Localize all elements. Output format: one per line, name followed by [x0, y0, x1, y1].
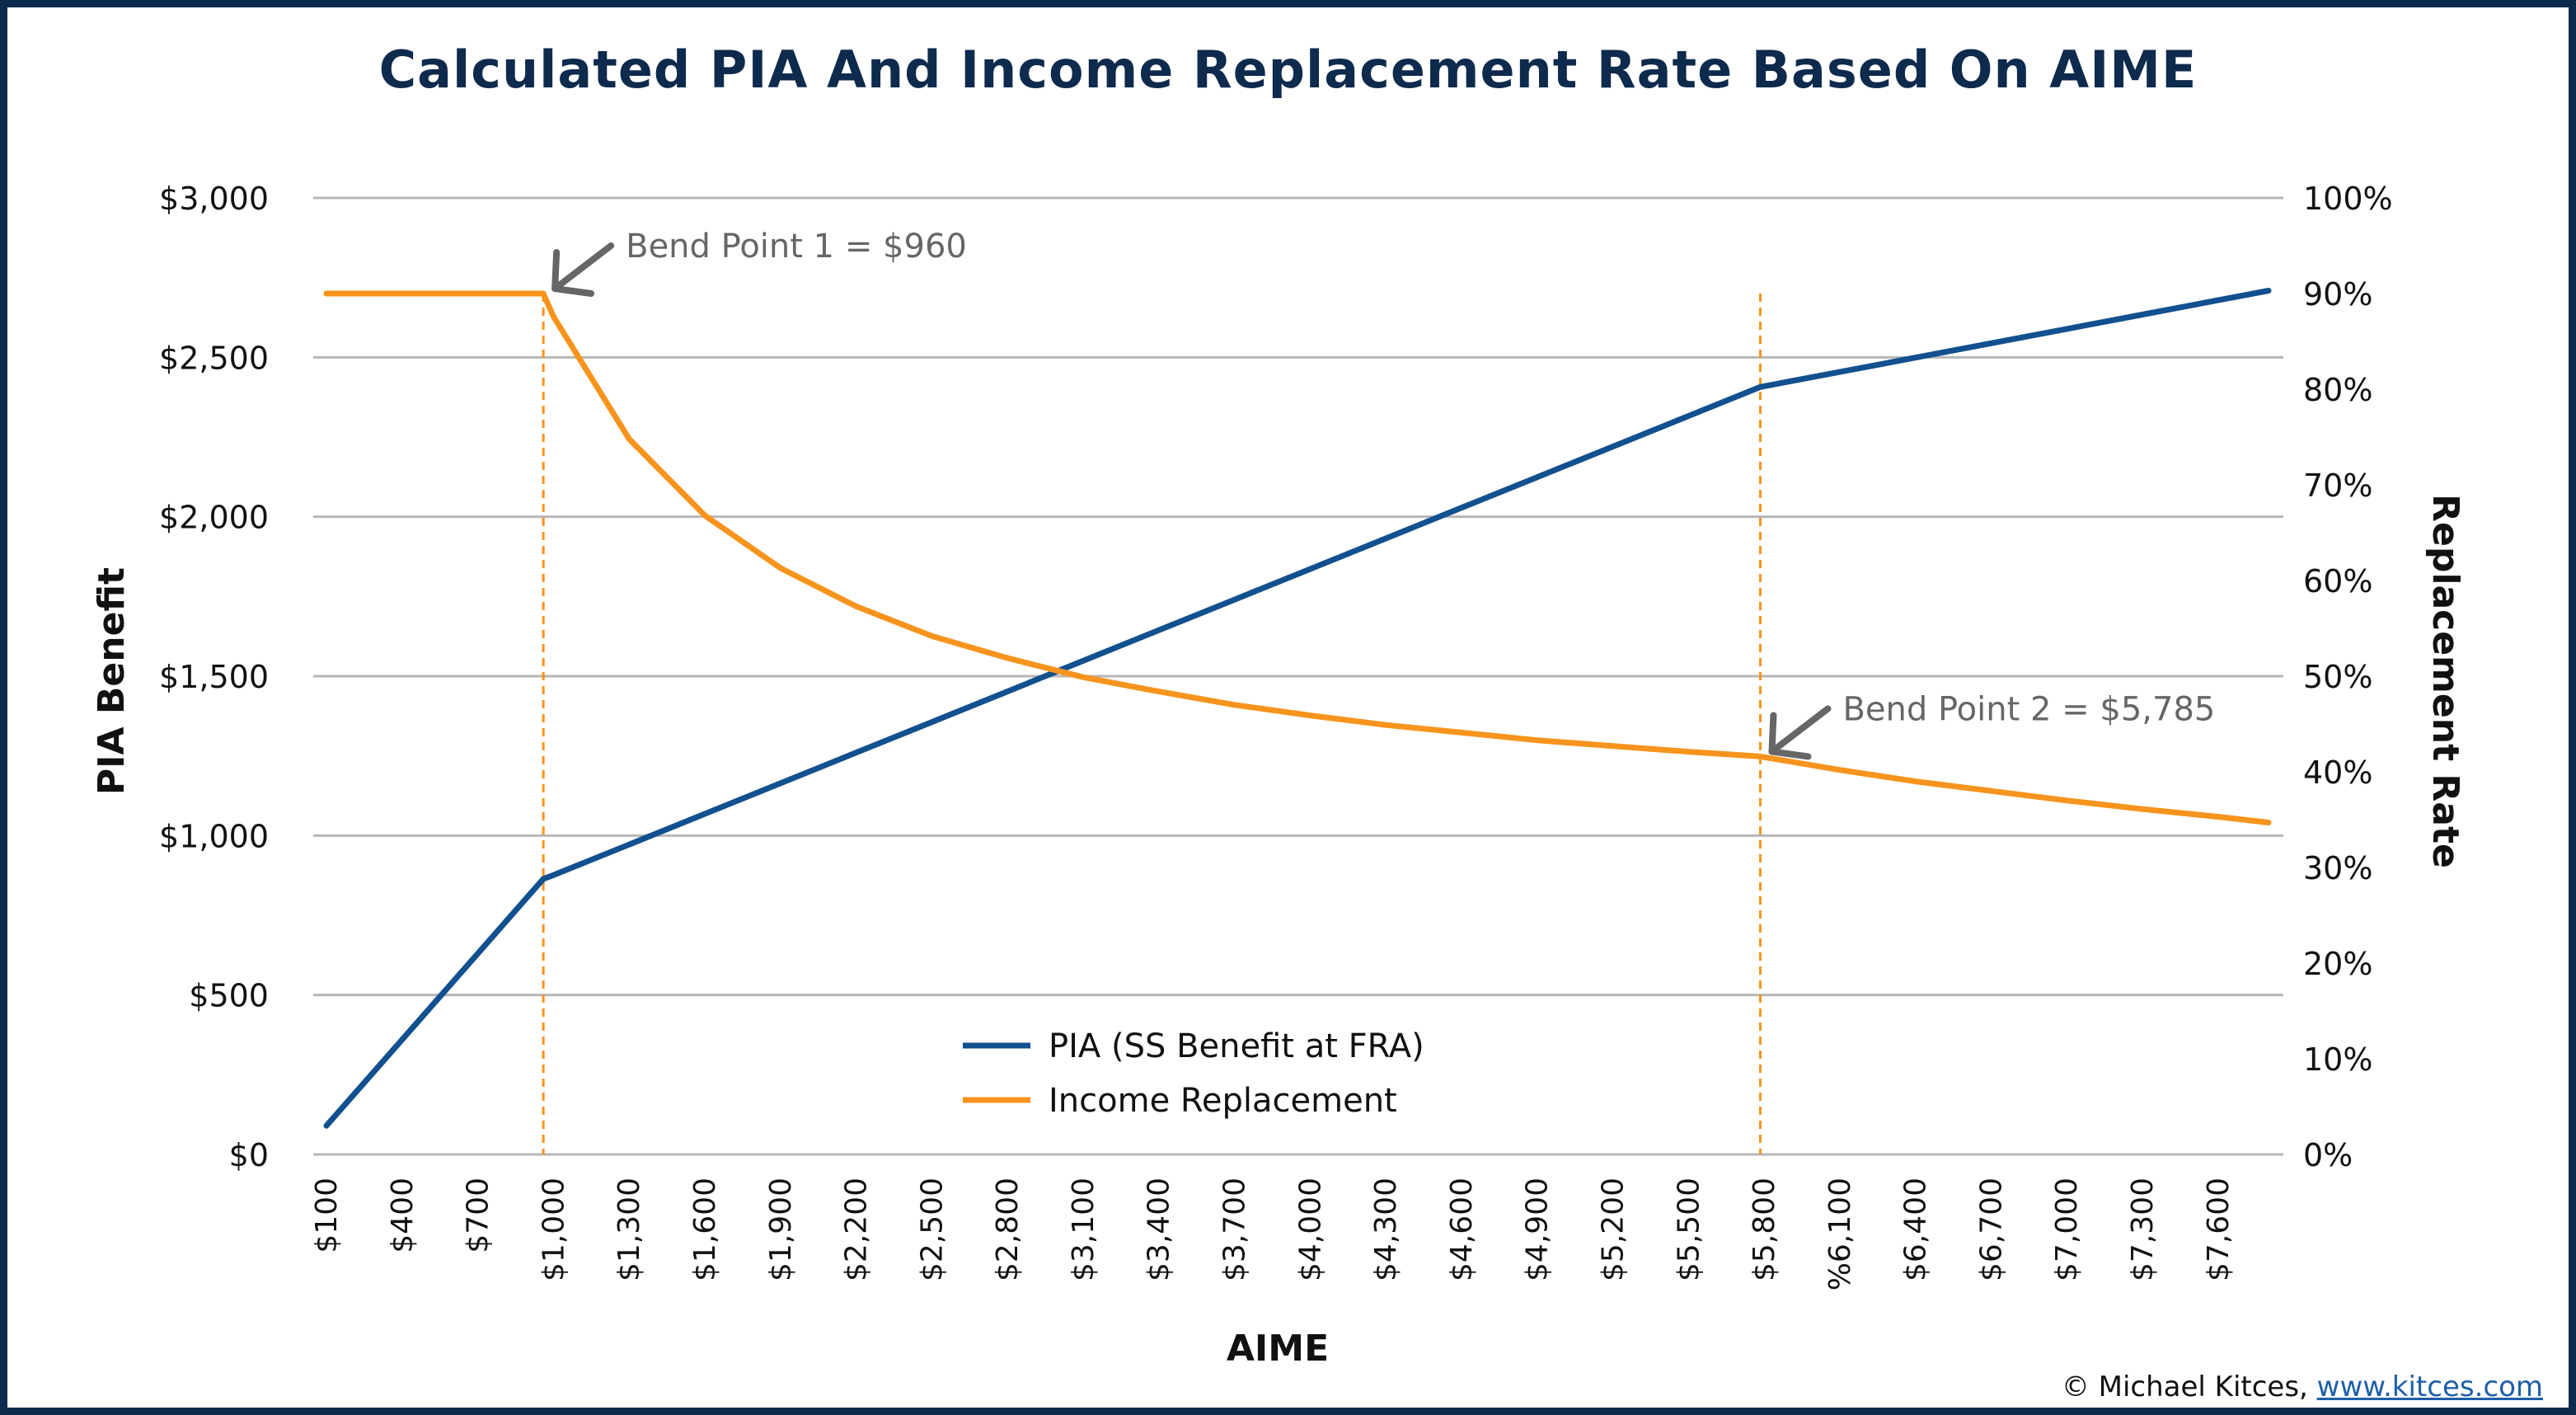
y-left-tick-label: $3,000 — [159, 181, 269, 217]
replacement-series-line — [323, 290, 2272, 825]
x-tick-label: $1,900 — [764, 1178, 798, 1281]
annotation-arrow-head — [1768, 712, 1812, 760]
x-tick-label: $3,400 — [1143, 1178, 1176, 1281]
annotation-bend-point-1: Bend Point 1 = $960 — [626, 228, 967, 266]
x-tick-label: $7,300 — [2126, 1178, 2160, 1281]
annotations: Bend Point 1 = $960 Bend Point 2 = $5,785 — [551, 228, 2215, 760]
left-axis-ticks: $0 $500 $1,000 $1,500 $2,000 $2,500 $3,000 — [159, 181, 269, 1173]
x-tick-label: $1,300 — [612, 1178, 646, 1281]
y-axis-left-title: PIA Benefit — [91, 567, 133, 795]
y-left-tick-label: $500 — [189, 978, 269, 1014]
x-tick-label: $3,700 — [1218, 1178, 1252, 1281]
legend: PIA (SS Benefit at FRA) Income Replaceme… — [963, 1027, 1424, 1120]
x-tick-label: $4,000 — [1293, 1178, 1327, 1281]
x-tick-label: $1,000 — [537, 1178, 570, 1281]
annotation-arrow-head — [551, 249, 595, 297]
x-tick-label: $5,200 — [1596, 1178, 1630, 1281]
y-right-tick-label: 80% — [2303, 372, 2372, 408]
annotation-bend-point-2: Bend Point 2 = $5,785 — [1842, 690, 2215, 728]
y-right-tick-label: 0% — [2303, 1137, 2353, 1173]
annotation-arrow-shaft — [1768, 705, 1832, 755]
y-right-tick-label: 10% — [2303, 1041, 2372, 1078]
grid-lines — [313, 196, 2283, 1156]
y-left-tick-label: $1,000 — [159, 818, 269, 854]
y-left-tick-label: $2,500 — [159, 340, 269, 376]
y-left-tick-label: $1,500 — [159, 659, 269, 695]
chart-title: Calculated PIA And Income Replacement Ra… — [378, 40, 2198, 100]
right-axis-ticks: 0% 10% 20% 30% 40% 50% 60% 70% 80% 90% 100% — [2303, 181, 2393, 1173]
x-tick-label: %6,100 — [1823, 1178, 1857, 1290]
x-tick-label: $7,600 — [2202, 1178, 2236, 1281]
x-tick-label: $5,500 — [1672, 1178, 1706, 1281]
credit-prefix: © Michael Kitces, — [2061, 1370, 2317, 1403]
x-tick-label: $700 — [462, 1178, 495, 1253]
x-tick-label: $4,300 — [1369, 1178, 1403, 1281]
y-left-tick-label: $2,000 — [159, 500, 269, 536]
y-axis-right-title: Replacement Rate — [2424, 494, 2466, 868]
y-right-tick-label: 90% — [2303, 276, 2372, 313]
x-tick-label: $1,600 — [688, 1178, 722, 1281]
y-right-tick-label: 40% — [2303, 755, 2372, 791]
credit-link[interactable]: www.kitces.com — [2316, 1370, 2543, 1403]
pia-series-line — [323, 288, 2272, 1129]
y-right-tick-label: 60% — [2303, 563, 2372, 599]
x-tick-label: $3,100 — [1067, 1178, 1100, 1281]
x-tick-label: $6,400 — [1899, 1178, 1933, 1281]
y-right-tick-label: 70% — [2303, 468, 2372, 504]
x-tick-label: $4,900 — [1521, 1178, 1555, 1281]
annotation-arrow-shaft — [551, 242, 615, 292]
y-left-tick-label: $0 — [229, 1137, 269, 1173]
x-tick-label: $2,800 — [991, 1178, 1025, 1281]
x-axis-title: AIME — [1227, 1328, 1329, 1370]
y-right-tick-label: 20% — [2303, 946, 2372, 982]
x-tick-label: $5,800 — [1748, 1178, 1781, 1281]
y-right-tick-label: 30% — [2303, 850, 2372, 886]
legend-label-replacement: Income Replacement — [1049, 1082, 1397, 1120]
series-layer — [323, 288, 2272, 1129]
x-tick-label: $400 — [386, 1178, 420, 1253]
legend-label-pia: PIA (SS Benefit at FRA) — [1049, 1027, 1424, 1065]
y-right-tick-label: 100% — [2303, 181, 2393, 217]
y-right-tick-label: 50% — [2303, 659, 2372, 695]
x-tick-label: $2,200 — [840, 1178, 874, 1281]
x-tick-label: $7,000 — [2050, 1178, 2084, 1281]
bend-point-lines — [542, 294, 1762, 1154]
x-axis-ticks: $100 $400 $700 $1,000 $1,300 $1,600 $1,900 $2,2… — [310, 1178, 2236, 1290]
x-tick-label: $100 — [310, 1178, 344, 1253]
x-tick-label: $6,700 — [1974, 1178, 2008, 1281]
credit-line: © Michael Kitces, www.kitces.com — [2062, 1370, 2543, 1403]
x-tick-label: $2,500 — [915, 1178, 949, 1281]
x-tick-label: $4,600 — [1445, 1178, 1479, 1281]
